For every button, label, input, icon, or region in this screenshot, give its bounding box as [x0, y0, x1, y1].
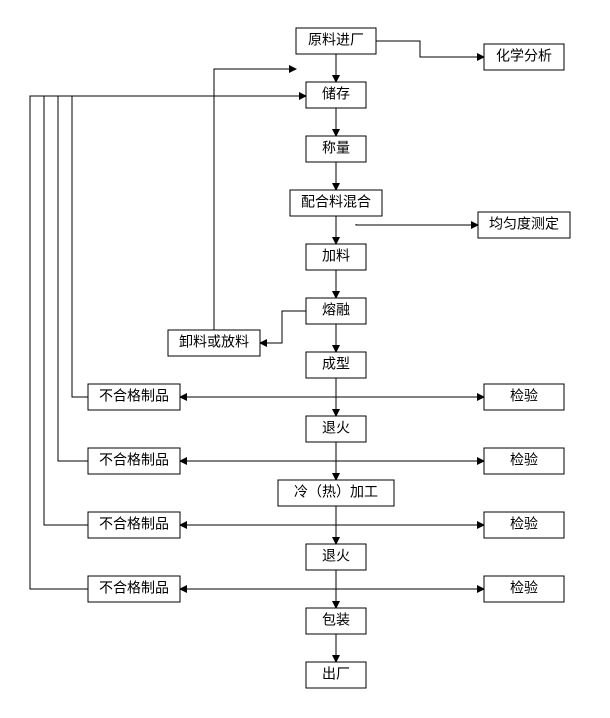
- node-n1: 原料进厂: [296, 28, 376, 54]
- node-n12: 检验: [484, 384, 564, 410]
- node-n13: 退火: [306, 416, 366, 442]
- node-label: 配合料混合: [301, 195, 371, 211]
- node-label: 不合格制品: [99, 453, 169, 469]
- node-label: 均匀度测定: [489, 217, 559, 233]
- node-label: 不合格制品: [99, 581, 169, 597]
- node-label: 储存: [322, 87, 350, 103]
- node-label: 加料: [322, 249, 350, 265]
- edge: [376, 41, 484, 57]
- node-n6: 均匀度测定: [478, 212, 570, 238]
- node-n15: 检验: [484, 448, 564, 474]
- node-n14: 不合格制品: [88, 448, 180, 474]
- edge: [260, 311, 306, 343]
- edge: [214, 69, 296, 330]
- node-n8: 熔融: [306, 298, 366, 324]
- node-n17: 不合格制品: [88, 512, 180, 538]
- node-label: 称量: [322, 141, 350, 157]
- node-n23: 出厂: [306, 662, 366, 688]
- edge: [356, 224, 478, 225]
- node-n22: 包装: [306, 608, 366, 634]
- node-n2: 化学分析: [484, 44, 564, 70]
- node-label: 原料进厂: [308, 33, 364, 49]
- node-label: 不合格制品: [99, 389, 169, 405]
- node-n21: 检验: [484, 576, 564, 602]
- edge: [30, 96, 88, 589]
- node-n18: 检验: [484, 512, 564, 538]
- node-n4: 称量: [306, 136, 366, 162]
- node-n7: 加料: [306, 244, 366, 270]
- node-label: 退火: [322, 549, 350, 565]
- node-n3: 储存: [306, 82, 366, 108]
- node-n11: 不合格制品: [88, 384, 180, 410]
- node-n10: 成型: [306, 352, 366, 378]
- node-label: 退火: [322, 421, 350, 437]
- node-label: 包装: [322, 613, 350, 629]
- node-n5: 配合料混合: [290, 190, 382, 216]
- node-label: 出厂: [322, 667, 350, 683]
- node-n20: 不合格制品: [88, 576, 180, 602]
- edge: [58, 96, 88, 461]
- node-label: 检验: [510, 517, 538, 533]
- node-label: 冷（热）加工: [294, 485, 378, 501]
- node-label: 成型: [322, 357, 350, 373]
- node-n19: 退火: [306, 544, 366, 570]
- node-label: 不合格制品: [99, 517, 169, 533]
- node-n9: 卸料或放料: [168, 330, 260, 356]
- node-label: 卸料或放料: [179, 335, 249, 351]
- node-label: 检验: [510, 453, 538, 469]
- node-label: 熔融: [322, 303, 350, 319]
- node-label: 检验: [510, 389, 538, 405]
- flowchart: 原料进厂化学分析储存称量配合料混合均匀度测定加料熔融卸料或放料成型不合格制品检验…: [0, 0, 610, 718]
- node-label: 检验: [510, 581, 538, 597]
- node-n16: 冷（热）加工: [278, 480, 394, 506]
- node-label: 化学分析: [496, 49, 552, 65]
